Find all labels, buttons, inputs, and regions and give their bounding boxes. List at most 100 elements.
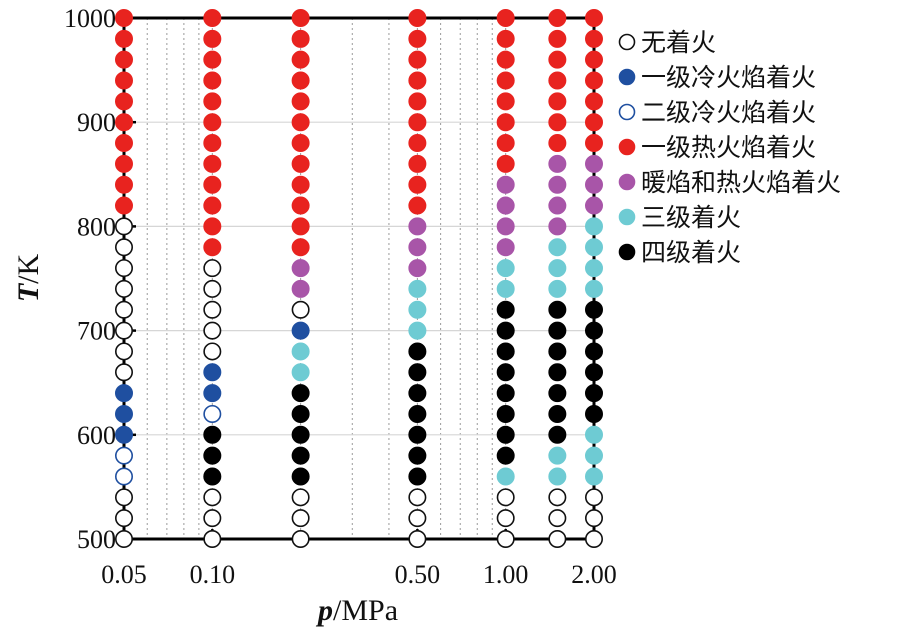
data-point-cf1	[203, 384, 222, 403]
data-point-stage3	[548, 259, 567, 278]
data-point-hf1	[291, 238, 310, 257]
data-point-stage4	[548, 404, 567, 423]
data-point-stage3	[584, 425, 603, 444]
data-point-stage3	[548, 238, 567, 257]
data-point-hf1	[115, 29, 134, 48]
legend-label-cf2: 二级冷火焰着火	[641, 98, 816, 127]
data-point-warm	[496, 238, 515, 257]
data-point-hf1	[496, 154, 515, 173]
data-point-warm	[291, 259, 310, 278]
legend-label-hf1: 一级热火焰着火	[641, 133, 816, 162]
data-point-hf1	[408, 92, 427, 111]
major-grid	[123, 17, 595, 540]
legend-label-cf1: 一级冷火焰着火	[641, 63, 816, 92]
data-point-none	[548, 488, 567, 507]
data-point-hf1	[203, 50, 222, 69]
data-point-none	[203, 342, 222, 361]
data-point-stage4	[408, 425, 427, 444]
data-point-none	[548, 529, 567, 548]
data-point-none	[203, 529, 222, 548]
data-point-none	[408, 509, 427, 528]
data-point-stage4	[408, 404, 427, 423]
data-point-hf1	[548, 29, 567, 48]
data-point-hf1	[291, 50, 310, 69]
data-point-stage4	[496, 404, 515, 423]
data-point-stage4	[291, 467, 310, 486]
legend-label-warm: 暖焰和热火焰着火	[641, 168, 841, 197]
data-point-stage4	[496, 425, 515, 444]
data-point-hf1	[291, 154, 310, 173]
y-axis-var: T	[12, 282, 45, 302]
data-point-hf1	[115, 9, 134, 27]
data-point-hf1	[584, 50, 603, 69]
data-points	[115, 9, 603, 548]
data-point-hf1	[203, 71, 222, 90]
data-point-hf1	[203, 134, 222, 153]
data-point-warm	[408, 259, 427, 278]
data-point-stage3	[548, 279, 567, 298]
data-point-none	[496, 509, 515, 528]
data-point-hf1	[115, 134, 134, 153]
data-point-hf1	[115, 154, 134, 173]
data-point-hf1	[291, 71, 310, 90]
data-point-none	[291, 300, 310, 319]
data-point-warm	[548, 196, 567, 215]
data-point-stage4	[548, 384, 567, 403]
data-point-hf1	[203, 154, 222, 173]
data-point-stage4	[548, 342, 567, 361]
data-point-hf1	[408, 29, 427, 48]
data-point-warm	[548, 154, 567, 173]
data-point-hf1	[291, 9, 310, 27]
data-point-none	[203, 488, 222, 507]
data-point-cf1	[115, 384, 134, 403]
x-tick-label: 1.00	[483, 560, 529, 589]
data-point-stage4	[291, 404, 310, 423]
data-point-hf1	[408, 113, 427, 132]
data-point-hf1	[203, 238, 222, 257]
data-point-stage3	[584, 259, 603, 278]
data-point-none	[115, 509, 134, 528]
data-point-stage4	[584, 300, 603, 319]
data-point-hf1	[291, 113, 310, 132]
data-point-stage4	[496, 384, 515, 403]
axis-ticks	[122, 16, 596, 541]
data-point-hf1	[584, 92, 603, 111]
data-point-none	[115, 342, 134, 361]
data-point-warm	[496, 175, 515, 194]
data-point-hf1	[584, 29, 603, 48]
data-point-hf1	[291, 29, 310, 48]
legend-marker-cf1	[618, 68, 636, 86]
data-point-stage4	[584, 363, 603, 382]
y-tick-label: 500	[77, 525, 116, 554]
legend-label-none: 无着火	[641, 28, 716, 57]
data-point-none	[115, 300, 134, 319]
data-point-stage4	[584, 384, 603, 403]
data-point-stage4	[548, 321, 567, 340]
data-point-stage4	[496, 446, 515, 465]
data-point-hf1	[115, 71, 134, 90]
data-point-hf1	[496, 71, 515, 90]
data-point-hf1	[291, 134, 310, 153]
data-point-hf1	[584, 9, 603, 27]
data-point-stage3	[548, 446, 567, 465]
data-point-hf1	[203, 196, 222, 215]
data-point-hf1	[584, 113, 603, 132]
legend-label-stage3: 三级着火	[641, 203, 741, 232]
data-point-hf1	[203, 217, 222, 236]
data-point-none	[203, 259, 222, 278]
data-point-cf2	[115, 446, 134, 465]
x-tick-label: 0.50	[395, 560, 441, 589]
data-point-none	[115, 321, 134, 340]
data-point-none	[115, 279, 134, 298]
x-axis-var: p	[315, 594, 333, 627]
data-point-warm	[548, 217, 567, 236]
data-point-hf1	[115, 196, 134, 215]
y-axis-title: T/K	[12, 254, 45, 303]
data-point-hf1	[291, 92, 310, 111]
x-tick-label: 0.10	[190, 560, 236, 589]
data-point-hf1	[408, 71, 427, 90]
data-point-warm	[548, 175, 567, 194]
data-point-cf2	[115, 467, 134, 486]
